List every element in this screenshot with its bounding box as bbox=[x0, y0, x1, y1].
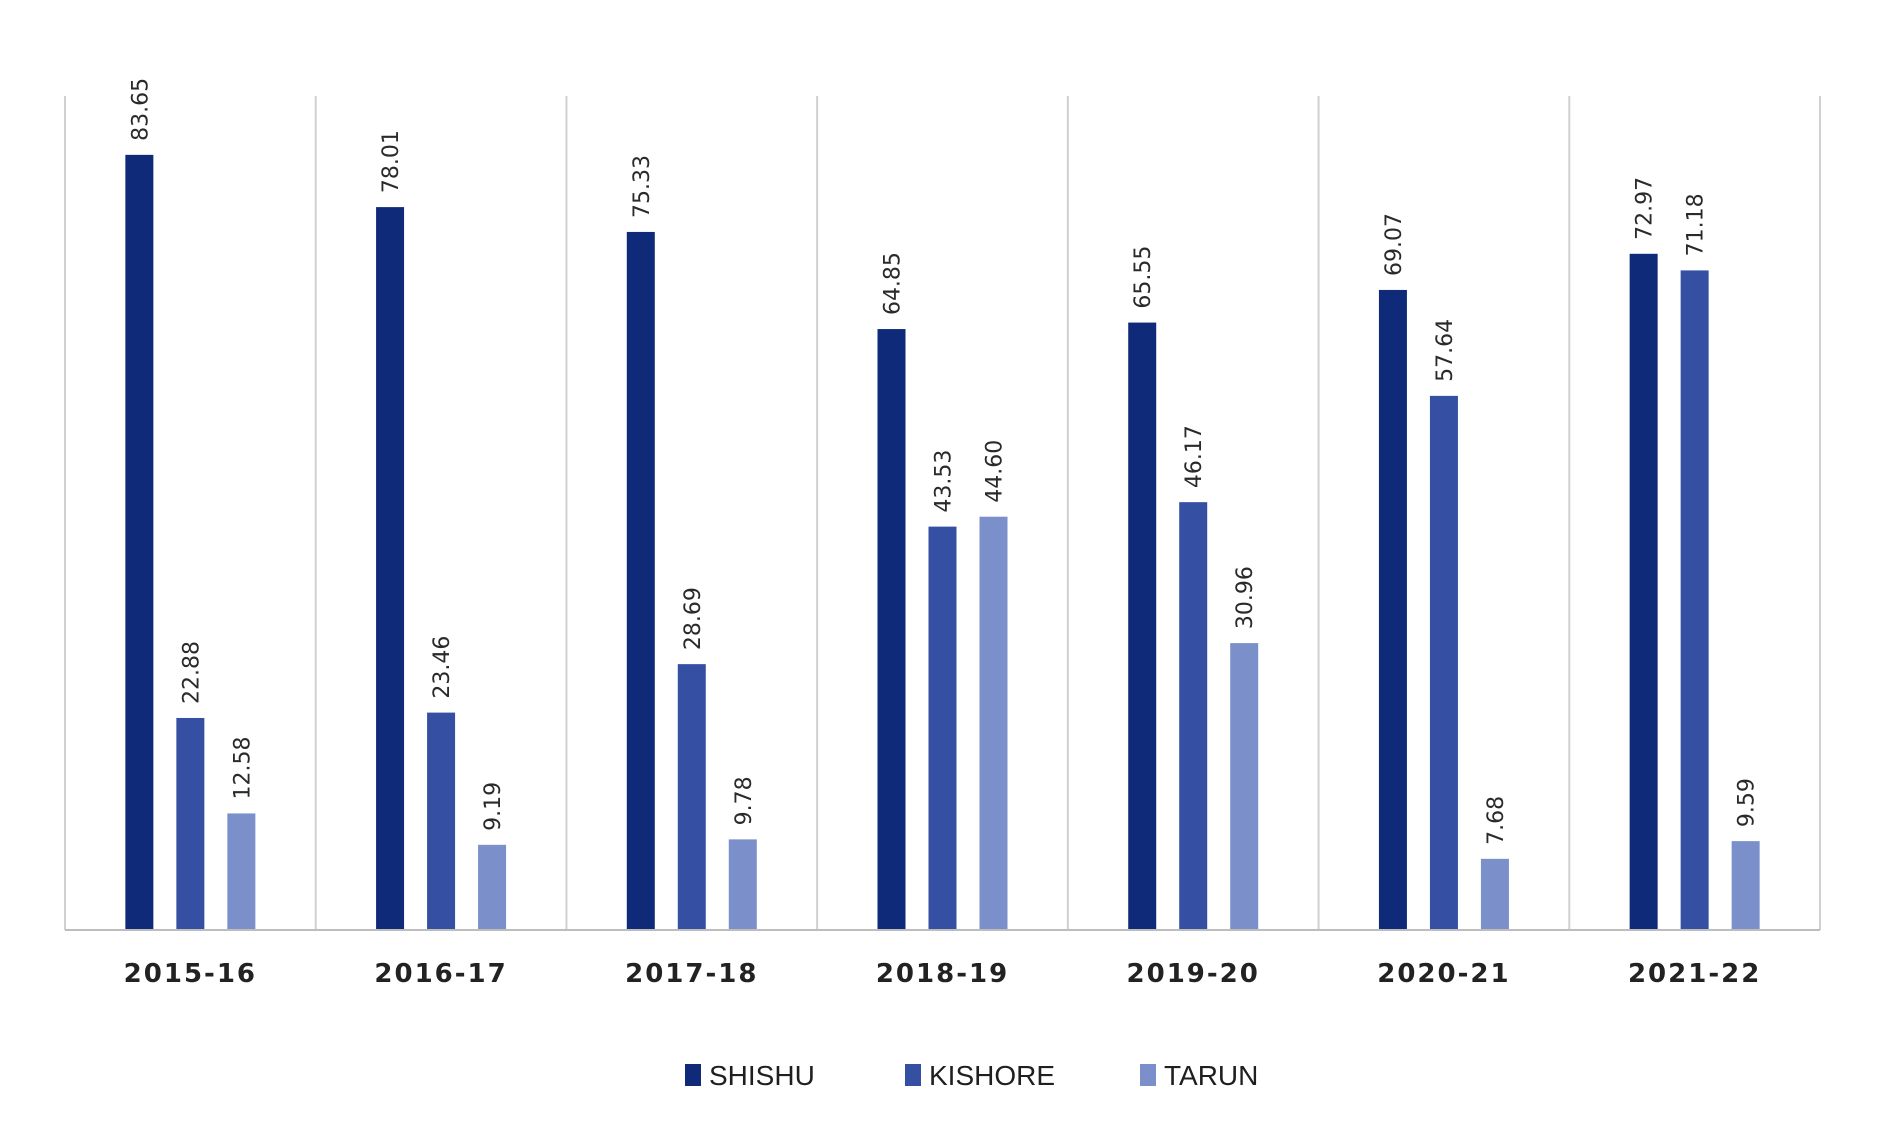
x-tick-label: 2021-22 bbox=[1628, 959, 1761, 989]
data-label: 22.88 bbox=[179, 641, 204, 704]
data-label: 9.78 bbox=[732, 776, 757, 825]
bar-tarun-2020-21 bbox=[1480, 858, 1509, 930]
bar-kishore-2015-16 bbox=[176, 717, 205, 930]
bar-kishore-2020-21 bbox=[1429, 395, 1458, 930]
legend: SHISHU KISHORE TARUN bbox=[685, 1060, 1258, 1091]
data-label: 9.19 bbox=[481, 782, 506, 831]
data-label: 30.96 bbox=[1233, 566, 1258, 629]
bar-shishu-2018-19 bbox=[877, 329, 906, 931]
category-separators bbox=[64, 96, 1821, 930]
value-labels-group: 83.65 22.88 12.58 78.01 23.46 9.19 75.33 28.69 9… bbox=[128, 78, 1759, 845]
data-label: 78.01 bbox=[379, 130, 404, 193]
bar-shishu-2020-21 bbox=[1378, 289, 1407, 931]
x-tick-label: 2017-18 bbox=[625, 959, 758, 989]
data-label: 44.60 bbox=[983, 440, 1008, 503]
data-label: 46.17 bbox=[1182, 425, 1207, 488]
bar-tarun-2015-16 bbox=[227, 813, 256, 930]
bar-tarun-2016-17 bbox=[478, 844, 507, 930]
bar-shishu-2019-20 bbox=[1128, 322, 1157, 930]
x-tick-label: 2016-17 bbox=[374, 959, 507, 989]
x-tick-label: 2019-20 bbox=[1127, 959, 1260, 989]
data-label: 57.64 bbox=[1433, 319, 1458, 382]
data-label: 23.46 bbox=[430, 636, 455, 699]
legend-label-shishu: SHISHU bbox=[709, 1060, 815, 1091]
data-label: 28.69 bbox=[681, 587, 706, 650]
bar-shishu-2015-16 bbox=[125, 154, 154, 931]
bar-kishore-2017-18 bbox=[677, 664, 706, 930]
data-label: 43.53 bbox=[932, 450, 957, 513]
bar-tarun-2019-20 bbox=[1230, 643, 1259, 930]
bar-tarun-2017-18 bbox=[728, 839, 757, 930]
bar-kishore-2021-22 bbox=[1680, 270, 1709, 930]
data-label: 64.85 bbox=[881, 252, 906, 315]
legend-swatch-tarun bbox=[1140, 1064, 1156, 1086]
data-label: 65.55 bbox=[1131, 246, 1156, 309]
legend-swatch-kishore bbox=[905, 1064, 921, 1086]
bar-tarun-2018-19 bbox=[979, 516, 1008, 930]
data-label: 69.07 bbox=[1382, 213, 1407, 276]
bar-kishore-2019-20 bbox=[1179, 502, 1208, 930]
legend-label-kishore: KISHORE bbox=[929, 1060, 1055, 1091]
data-label: 71.18 bbox=[1684, 193, 1709, 256]
x-tick-label: 2020-21 bbox=[1377, 959, 1510, 989]
data-label: 72.97 bbox=[1633, 177, 1658, 240]
data-label: 12.58 bbox=[230, 736, 255, 799]
x-tick-label: 2015-16 bbox=[124, 959, 257, 989]
bar-tarun-2021-22 bbox=[1731, 841, 1760, 930]
data-label: 9.59 bbox=[1735, 778, 1760, 827]
bar-shishu-2016-17 bbox=[376, 207, 405, 931]
data-label: 75.33 bbox=[630, 155, 655, 218]
legend-label-tarun: TARUN bbox=[1164, 1060, 1258, 1091]
data-label: 7.68 bbox=[1484, 796, 1509, 845]
bars-group bbox=[125, 154, 1760, 931]
bar-kishore-2018-19 bbox=[928, 526, 957, 930]
x-tick-label: 2018-19 bbox=[876, 959, 1009, 989]
bar-kishore-2016-17 bbox=[427, 712, 456, 930]
data-label: 83.65 bbox=[128, 78, 153, 141]
category-labels-group: 2015-16 2016-17 2017-18 2018-19 2019-20 2020-… bbox=[124, 959, 1761, 989]
bar-shishu-2021-22 bbox=[1629, 253, 1658, 930]
legend-swatch-shishu bbox=[685, 1064, 701, 1086]
bar-shishu-2017-18 bbox=[626, 231, 655, 930]
